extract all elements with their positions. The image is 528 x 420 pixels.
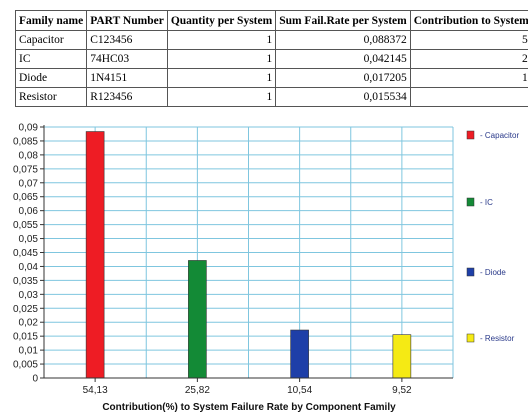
y-tick-label: 0,045 <box>13 248 38 259</box>
y-tick-label: 0,025 <box>13 304 38 315</box>
cell-part-number: R123456 <box>86 87 168 107</box>
y-tick-label: 0,005 <box>13 360 38 371</box>
cell-family: Resistor <box>14 87 88 107</box>
y-tick-label: 0,075 <box>13 164 38 175</box>
bar <box>392 334 412 379</box>
cell-family: Capacitor <box>14 30 88 50</box>
y-tick-labels: 0 0,005 0,01 0,015 0,02 0,025 0,03 0,035 0,04 0,0… <box>13 123 38 385</box>
axes <box>40 125 453 382</box>
cell-quantity: 1 <box>166 87 277 107</box>
bars <box>85 131 412 379</box>
x-tick-labels: 54,13 25,82 10,54 9,52 <box>83 385 412 396</box>
table-row: Resistor R123456 1 0,015534 9,52 <box>14 87 528 107</box>
bar <box>85 131 105 379</box>
y-tick-label: 0,03 <box>19 290 39 301</box>
legend: - Capacitor - IC - Diode - Resistor <box>466 130 519 343</box>
x-axis-title: Contribution(%) to System Failure Rate b… <box>102 402 396 413</box>
y-tick-label: 0,065 <box>13 192 38 203</box>
cell-part-number: 1N4151 <box>86 68 168 88</box>
cell-fail-rate: 0,017205 <box>275 68 411 88</box>
bar <box>188 260 207 379</box>
table-header-row: Family name PART Number Quantity per Sys… <box>14 10 528 31</box>
legend-label: - Diode <box>480 268 506 277</box>
y-tick-label: 0,04 <box>19 262 39 273</box>
failure-rate-table: Family name PART Number Quantity per Sys… <box>14 10 528 107</box>
table-row: IC 74HC03 1 0,042145 25,82 <box>14 49 528 69</box>
legend-label: - Resistor <box>480 334 515 343</box>
x-tick-label: 10,54 <box>287 385 312 396</box>
y-tick-label: 0,085 <box>13 136 38 147</box>
legend-swatch <box>466 333 475 343</box>
y-tick-label: 0,06 <box>19 206 39 217</box>
y-tick-label: 0,08 <box>19 150 39 161</box>
x-tick-label: 9,52 <box>392 385 412 396</box>
y-tick-label: 0,01 <box>19 346 39 357</box>
legend-swatch <box>466 267 475 277</box>
legend-label: - Capacitor <box>480 131 519 140</box>
legend-swatch <box>466 197 475 207</box>
y-tick-label: 0,02 <box>19 318 39 329</box>
x-tick-label: 25,82 <box>185 385 210 396</box>
legend-swatch <box>466 130 475 140</box>
y-tick-label: 0,055 <box>13 220 38 231</box>
y-tick-label: 0,015 <box>13 332 38 343</box>
bar <box>290 329 309 379</box>
cell-fail-rate: 0,015534 <box>275 87 411 107</box>
legend-label: - IC <box>480 198 493 207</box>
y-tick-label: 0,035 <box>13 276 38 287</box>
y-tick-label: 0 <box>32 374 38 385</box>
cell-family: IC <box>14 49 88 69</box>
table-row: Diode 1N4151 1 0,017205 10,54 <box>14 68 528 88</box>
x-tick-label: 54,13 <box>83 385 108 396</box>
y-tick-label: 0,07 <box>19 178 39 189</box>
header-contribution: Contribution to System[%] <box>409 10 528 31</box>
y-tick-label: 0,09 <box>19 123 39 134</box>
y-tick-label: 0,05 <box>19 234 39 245</box>
